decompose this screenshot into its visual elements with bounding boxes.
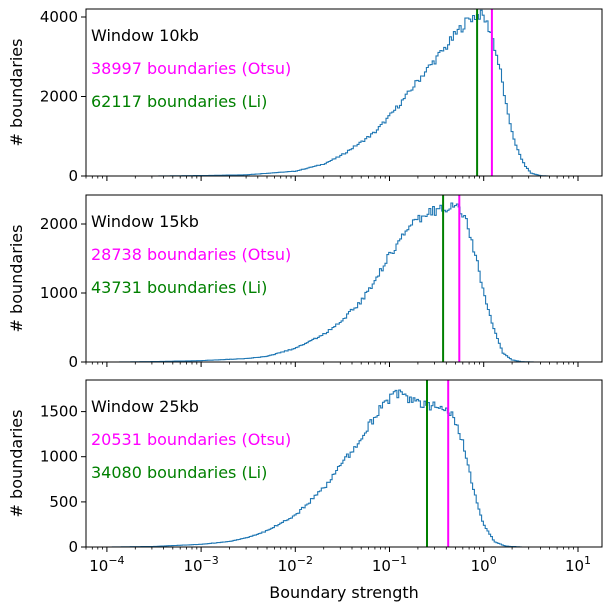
y-tick-label: 0 [68, 538, 78, 556]
axes-frame [85, 194, 603, 363]
y-tick-label: 500 [49, 493, 78, 511]
annotation-text: 20531 boundaries (Otsu) [91, 430, 291, 449]
x-tick-label: 100 [471, 554, 497, 575]
y-tick-label: 0 [68, 167, 78, 185]
x-tick-label: 101 [565, 554, 591, 575]
annotation-text: Window 10kb [91, 26, 199, 45]
annotation-text: Window 15kb [91, 212, 199, 231]
x-tick-label: 10−3 [183, 554, 218, 575]
annotation-text: Window 25kb [91, 397, 199, 416]
y-axis-label: # boundaries [7, 225, 26, 333]
annotation-text: 43731 boundaries (Li) [91, 278, 267, 297]
histogram-series [106, 9, 550, 176]
annotation-text: 62117 boundaries (Li) [91, 92, 267, 111]
x-tick-label: 10−2 [278, 554, 313, 575]
x-tick-label: 10−4 [89, 554, 124, 575]
histogram-series [114, 202, 535, 362]
annotation-text: 34080 boundaries (Li) [91, 463, 267, 482]
annotation-text: 28738 boundaries (Otsu) [91, 245, 291, 264]
x-tick-label: 10−1 [372, 554, 407, 575]
axes-frame [85, 8, 603, 177]
y-tick-label: 1000 [40, 448, 78, 466]
x-axis-label: Boundary strength [269, 583, 419, 602]
panel-2: 0 1000 2000 # boundaries Window 15kb 28738 bo… [7, 194, 603, 371]
panel-3: 0 500 1000 1500 # boundaries Window 25kb 20531… [7, 379, 603, 602]
y-axis-label: # boundaries [7, 410, 26, 518]
histogram-series [106, 389, 522, 547]
y-tick-label: 2000 [40, 88, 78, 106]
panel-1: 0 2000 4000 # boundaries Window 10kb 38997 bo… [7, 8, 603, 185]
y-axis-label: # boundaries [7, 39, 26, 147]
y-tick-label: 1500 [40, 403, 78, 421]
y-tick-label: 1000 [40, 284, 78, 302]
y-tick-label: 4000 [40, 8, 78, 26]
axes-frame [85, 379, 603, 548]
annotation-text: 38997 boundaries (Otsu) [91, 59, 291, 78]
y-tick-label: 2000 [40, 215, 78, 233]
y-tick-label: 0 [68, 353, 78, 371]
